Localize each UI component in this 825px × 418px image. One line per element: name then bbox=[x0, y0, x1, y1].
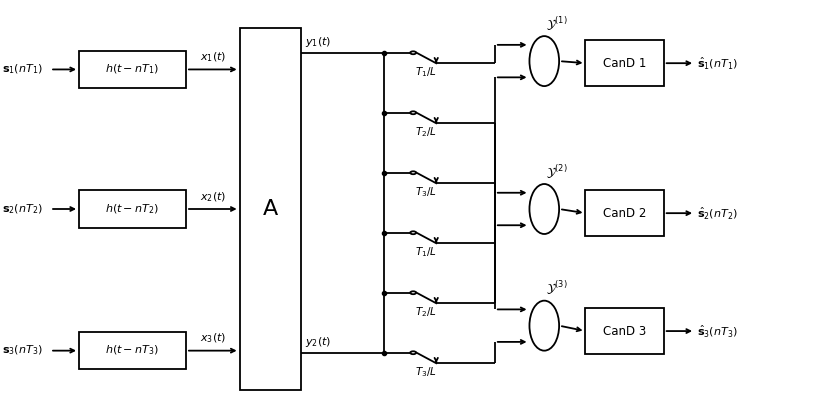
Circle shape bbox=[410, 111, 416, 114]
Circle shape bbox=[410, 51, 416, 54]
Ellipse shape bbox=[530, 36, 559, 86]
Text: $T_1/L$: $T_1/L$ bbox=[415, 65, 436, 79]
Text: $h(t-nT_1)$: $h(t-nT_1)$ bbox=[106, 63, 159, 76]
Text: $T_2/L$: $T_2/L$ bbox=[415, 125, 436, 139]
Text: $x_1(t)$: $x_1(t)$ bbox=[200, 51, 226, 64]
Circle shape bbox=[410, 231, 416, 234]
Bar bbox=[586, 190, 663, 236]
Bar bbox=[239, 28, 301, 390]
Text: $\mathcal{Y}^{(3)}$: $\mathcal{Y}^{(3)}$ bbox=[546, 280, 568, 297]
Text: $\mathbf{s}_1(nT_1)$: $\mathbf{s}_1(nT_1)$ bbox=[2, 63, 43, 76]
Text: $y_1(t)$: $y_1(t)$ bbox=[304, 35, 331, 48]
Text: $T_1/L$: $T_1/L$ bbox=[415, 245, 436, 259]
Bar bbox=[79, 190, 186, 228]
Ellipse shape bbox=[530, 184, 559, 234]
Bar bbox=[586, 40, 663, 86]
Text: $\mathcal{Y}^{(2)}$: $\mathcal{Y}^{(2)}$ bbox=[546, 163, 568, 181]
Bar bbox=[79, 51, 186, 88]
Text: A: A bbox=[263, 199, 278, 219]
Ellipse shape bbox=[530, 301, 559, 351]
Text: $h(t-nT_3)$: $h(t-nT_3)$ bbox=[106, 344, 159, 357]
Text: $\hat{\mathbf{s}}_1(nT_1)$: $\hat{\mathbf{s}}_1(nT_1)$ bbox=[696, 55, 738, 71]
Text: $T_3/L$: $T_3/L$ bbox=[415, 365, 436, 379]
Text: $T_3/L$: $T_3/L$ bbox=[415, 185, 436, 199]
Text: $\mathbf{s}_3(nT_3)$: $\mathbf{s}_3(nT_3)$ bbox=[2, 344, 43, 357]
Circle shape bbox=[410, 171, 416, 174]
Text: $h(t-nT_2)$: $h(t-nT_2)$ bbox=[106, 202, 159, 216]
Text: $x_3(t)$: $x_3(t)$ bbox=[200, 331, 226, 345]
Circle shape bbox=[410, 351, 416, 354]
Text: CanD 2: CanD 2 bbox=[603, 206, 646, 220]
Text: CanD 1: CanD 1 bbox=[603, 57, 646, 70]
Text: $\hat{\mathbf{s}}_3(nT_3)$: $\hat{\mathbf{s}}_3(nT_3)$ bbox=[696, 323, 738, 339]
Bar bbox=[79, 332, 186, 370]
Text: $x_2(t)$: $x_2(t)$ bbox=[200, 190, 226, 204]
Text: $y_2(t)$: $y_2(t)$ bbox=[304, 334, 331, 349]
Text: $\mathcal{Y}^{(1)}$: $\mathcal{Y}^{(1)}$ bbox=[546, 15, 568, 33]
Text: $\mathbf{s}_2(nT_2)$: $\mathbf{s}_2(nT_2)$ bbox=[2, 202, 43, 216]
Text: CanD 3: CanD 3 bbox=[603, 324, 646, 338]
Circle shape bbox=[410, 291, 416, 294]
Text: $T_2/L$: $T_2/L$ bbox=[415, 305, 436, 319]
Text: $\hat{\mathbf{s}}_2(nT_2)$: $\hat{\mathbf{s}}_2(nT_2)$ bbox=[696, 205, 738, 221]
Bar bbox=[586, 308, 663, 354]
